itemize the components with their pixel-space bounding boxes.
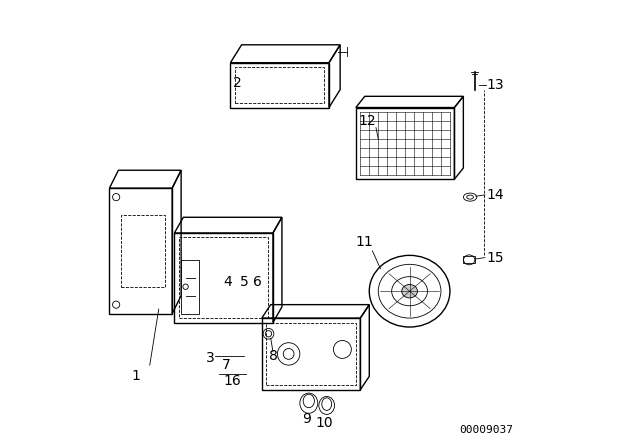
- Text: 10: 10: [316, 416, 333, 431]
- Text: 14: 14: [486, 188, 504, 202]
- Text: 2: 2: [233, 76, 241, 90]
- Text: 8: 8: [269, 349, 277, 363]
- Text: 6: 6: [253, 275, 262, 289]
- Ellipse shape: [402, 284, 417, 298]
- Text: 9: 9: [302, 412, 311, 426]
- Text: 1: 1: [132, 369, 141, 383]
- Text: 4: 4: [224, 275, 232, 289]
- Text: 3: 3: [206, 351, 214, 366]
- Text: 12: 12: [358, 114, 376, 128]
- Text: 7: 7: [221, 358, 230, 372]
- Text: 00009037: 00009037: [459, 425, 513, 435]
- Text: 15: 15: [486, 250, 504, 265]
- Text: 13: 13: [486, 78, 504, 92]
- Text: 11: 11: [356, 235, 374, 249]
- Text: 16: 16: [224, 374, 241, 388]
- Text: 5: 5: [239, 275, 248, 289]
